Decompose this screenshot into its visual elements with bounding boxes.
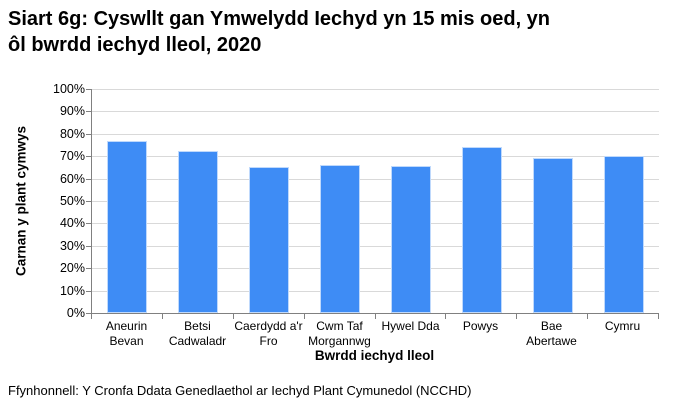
bar <box>178 151 218 313</box>
gridline <box>92 178 659 180</box>
chart-title: Siart 6g: Cyswllt gan Ymwelydd Iechyd yn… <box>8 6 668 59</box>
y-tick-mark <box>86 156 91 157</box>
x-tick-mark <box>162 314 163 319</box>
y-tick-label: 10% <box>59 283 85 298</box>
y-tick-mark <box>86 291 91 292</box>
gridline <box>92 201 659 202</box>
x-category-label: Bae Abertawe <box>526 319 577 348</box>
y-tick-label: 40% <box>59 216 85 231</box>
x-category-label: Hywel Dda <box>381 319 440 333</box>
y-tick-mark <box>86 223 91 224</box>
y-axis-title: Carnan y plant cymwys <box>13 125 29 277</box>
y-tick-mark <box>86 313 91 314</box>
y-tick-mark <box>86 246 91 247</box>
gridline <box>92 245 659 247</box>
gridline <box>92 268 659 270</box>
x-tick-mark <box>445 314 446 319</box>
x-category-label: Cymru <box>604 319 641 333</box>
y-tick-label: 20% <box>59 261 85 276</box>
bar <box>533 158 573 313</box>
x-tick-mark <box>658 314 659 319</box>
y-tick-label: 0% <box>66 306 85 320</box>
chart-title-line2: ôl bwrdd iechyd lleol, 2020 <box>8 34 262 57</box>
bar <box>107 141 147 313</box>
bar <box>604 156 644 313</box>
gridline <box>92 290 659 292</box>
gridline <box>92 89 659 90</box>
x-tick-mark <box>91 314 92 319</box>
x-tick-mark <box>587 314 588 319</box>
y-tick-label: 90% <box>59 104 85 119</box>
y-tick-label: 80% <box>59 126 85 141</box>
bar <box>249 167 289 313</box>
y-tick-mark <box>86 268 91 269</box>
plot-area <box>91 89 659 314</box>
bar <box>391 166 431 313</box>
x-axis-title: Bwrdd iechyd lleol <box>314 348 435 363</box>
bar <box>462 147 502 313</box>
y-tick-mark <box>86 89 91 90</box>
x-category-label: Powys <box>462 319 499 333</box>
y-tick-mark <box>86 179 91 180</box>
gridline <box>92 111 659 113</box>
y-tick-mark <box>86 134 91 135</box>
x-tick-mark <box>516 314 517 319</box>
x-category-label: Betsi Cadwaladr <box>168 319 227 348</box>
y-tick-mark <box>86 201 91 202</box>
y-tick-mark <box>86 111 91 112</box>
source-note: Ffynhonnell: Y Cronfa Ddata Genedlaethol… <box>8 383 472 398</box>
y-tick-label: 70% <box>59 149 85 164</box>
x-tick-mark <box>304 314 305 319</box>
gridline <box>92 223 659 225</box>
gridline <box>92 133 659 135</box>
x-category-label: Cwm Taf Morgannwg <box>308 319 371 348</box>
y-tick-label: 30% <box>59 238 85 253</box>
chart-title-line1: Siart 6g: Cyswllt gan Ymwelydd Iechyd yn… <box>8 8 551 30</box>
x-tick-mark <box>375 314 376 319</box>
y-tick-label: 60% <box>59 171 85 186</box>
y-tick-label: 100% <box>53 82 85 96</box>
y-tick-label: 50% <box>59 194 85 208</box>
gridline <box>92 156 659 158</box>
x-category-label: Aneurin Bevan <box>105 319 148 348</box>
x-category-label: Caerdydd a'r Fro <box>234 319 303 348</box>
x-tick-mark <box>233 314 234 319</box>
bar <box>320 165 360 313</box>
